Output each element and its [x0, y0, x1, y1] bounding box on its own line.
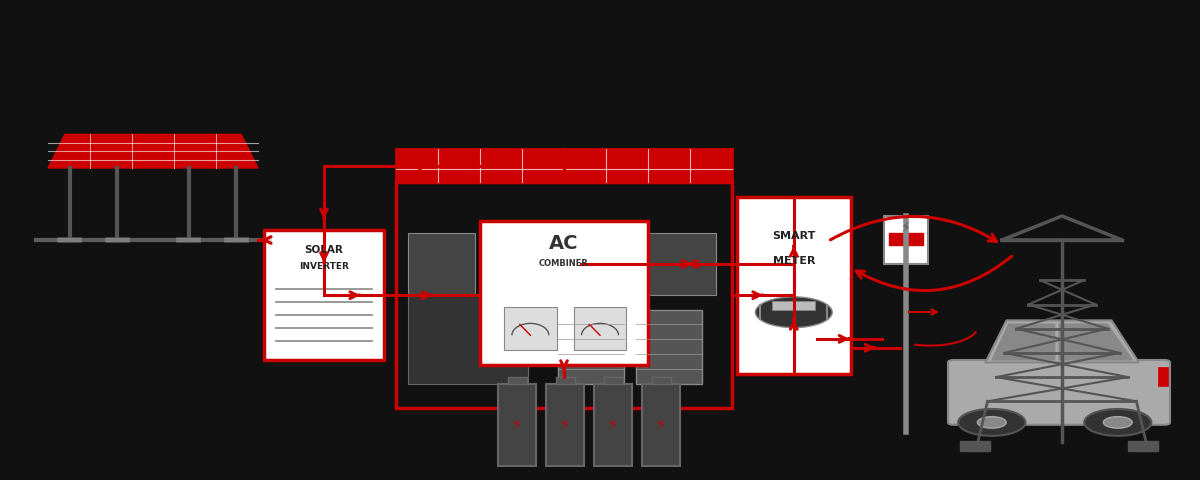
Text: INVERTER: INVERTER — [299, 262, 349, 271]
Text: ⚡: ⚡ — [560, 418, 570, 432]
Bar — [642, 384, 680, 466]
Bar — [408, 294, 528, 384]
Circle shape — [1085, 409, 1151, 436]
Bar — [649, 233, 716, 295]
Bar — [636, 310, 702, 384]
Text: AC: AC — [550, 234, 578, 253]
Polygon shape — [985, 321, 1139, 362]
FancyBboxPatch shape — [948, 360, 1170, 425]
Bar — [396, 182, 732, 408]
Text: ⚡: ⚡ — [656, 418, 666, 432]
Text: ⚡: ⚡ — [512, 418, 522, 432]
Bar — [574, 307, 626, 350]
Circle shape — [959, 409, 1026, 436]
Bar — [508, 377, 527, 384]
Bar — [546, 384, 584, 466]
Bar — [504, 307, 557, 350]
Circle shape — [756, 297, 833, 327]
Bar — [556, 377, 575, 384]
Text: SOLAR: SOLAR — [305, 245, 343, 255]
Bar — [884, 216, 928, 264]
Bar — [488, 233, 556, 295]
Bar — [569, 233, 636, 295]
Bar — [1158, 367, 1168, 386]
Text: METER: METER — [773, 256, 815, 266]
Polygon shape — [1060, 324, 1133, 360]
Bar — [264, 230, 384, 360]
Polygon shape — [992, 324, 1055, 360]
Text: ⚡: ⚡ — [608, 418, 618, 432]
Circle shape — [978, 417, 1007, 428]
Bar — [1128, 441, 1158, 451]
Bar — [737, 197, 851, 374]
Bar — [960, 441, 990, 451]
Bar — [480, 221, 648, 365]
Bar — [558, 310, 624, 384]
Circle shape — [1104, 417, 1133, 428]
Bar — [889, 233, 923, 245]
Bar — [498, 384, 536, 466]
Bar — [773, 301, 816, 310]
Bar — [604, 377, 623, 384]
Bar — [396, 149, 732, 182]
Polygon shape — [48, 134, 258, 168]
Text: ⚡: ⚡ — [901, 221, 911, 235]
Bar — [652, 377, 671, 384]
Bar — [594, 384, 632, 466]
Text: COMBINER: COMBINER — [539, 260, 589, 268]
Text: SMART: SMART — [772, 231, 816, 241]
Bar — [408, 233, 475, 295]
